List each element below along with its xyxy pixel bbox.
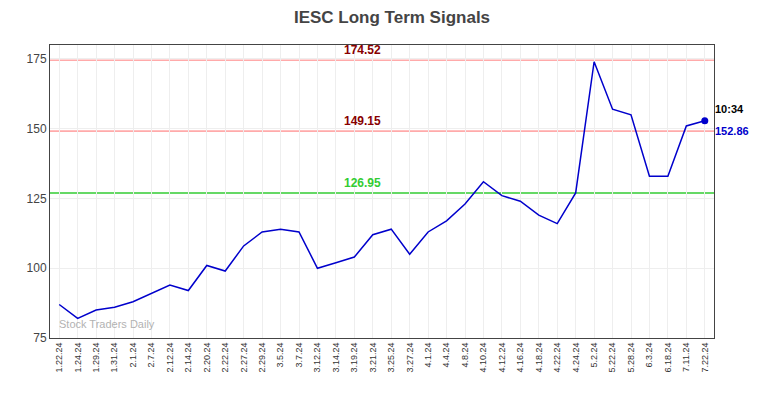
svg-text:4.24.24: 4.24.24 [571,343,581,373]
svg-text:3.12.24: 3.12.24 [312,343,322,373]
svg-text:150: 150 [27,122,47,136]
svg-text:4.10.24: 4.10.24 [478,343,488,373]
svg-text:5.22.24: 5.22.24 [607,343,617,373]
svg-text:10:34: 10:34 [715,103,744,115]
svg-text:1.29.24: 1.29.24 [91,343,101,373]
svg-text:5.2.24: 5.2.24 [589,343,599,368]
svg-text:126.95: 126.95 [344,176,381,190]
svg-text:4.12.24: 4.12.24 [497,343,507,373]
svg-text:4.16.24: 4.16.24 [515,343,525,373]
svg-text:2.14.24: 2.14.24 [183,343,193,373]
svg-text:6.3.24: 6.3.24 [644,343,654,368]
svg-text:3.27.24: 3.27.24 [405,343,415,373]
svg-text:152.86: 152.86 [715,125,749,137]
svg-text:4.4.24: 4.4.24 [441,343,451,368]
svg-text:3.25.24: 3.25.24 [386,343,396,373]
svg-text:3.21.24: 3.21.24 [368,343,378,373]
svg-text:1.31.24: 1.31.24 [109,343,119,373]
svg-text:2.27.24: 2.27.24 [239,343,249,373]
svg-text:4.8.24: 4.8.24 [460,343,470,368]
svg-text:100: 100 [27,261,47,275]
svg-text:4.1.24: 4.1.24 [423,343,433,368]
svg-text:4.18.24: 4.18.24 [534,343,544,373]
svg-text:75: 75 [33,331,47,345]
svg-text:2.20.24: 2.20.24 [202,343,212,373]
svg-text:IESC Long Term Signals: IESC Long Term Signals [294,8,490,27]
svg-text:125: 125 [27,192,47,206]
svg-text:1.24.24: 1.24.24 [73,343,83,373]
svg-text:1.22.24: 1.22.24 [54,343,64,373]
svg-text:2.7.24: 2.7.24 [146,343,156,368]
svg-text:2.22.24: 2.22.24 [220,343,230,373]
svg-text:2.1.24: 2.1.24 [128,343,138,368]
svg-text:5.28.24: 5.28.24 [626,343,636,373]
svg-text:3.5.24: 3.5.24 [275,343,285,368]
svg-text:Stock Traders Daily: Stock Traders Daily [59,318,155,330]
svg-text:7.11.24: 7.11.24 [681,343,691,372]
svg-text:174.52: 174.52 [344,43,381,57]
svg-text:3.14.24: 3.14.24 [331,343,341,373]
svg-text:3.19.24: 3.19.24 [349,343,359,373]
svg-text:7.22.24: 7.22.24 [700,343,710,373]
svg-text:3.7.24: 3.7.24 [294,343,304,368]
svg-text:4.22.24: 4.22.24 [552,343,562,373]
svg-text:2.29.24: 2.29.24 [257,343,267,373]
svg-text:6.18.24: 6.18.24 [663,343,673,373]
svg-text:2.12.24: 2.12.24 [165,343,175,373]
svg-text:149.15: 149.15 [344,114,381,128]
svg-text:175: 175 [27,52,47,66]
